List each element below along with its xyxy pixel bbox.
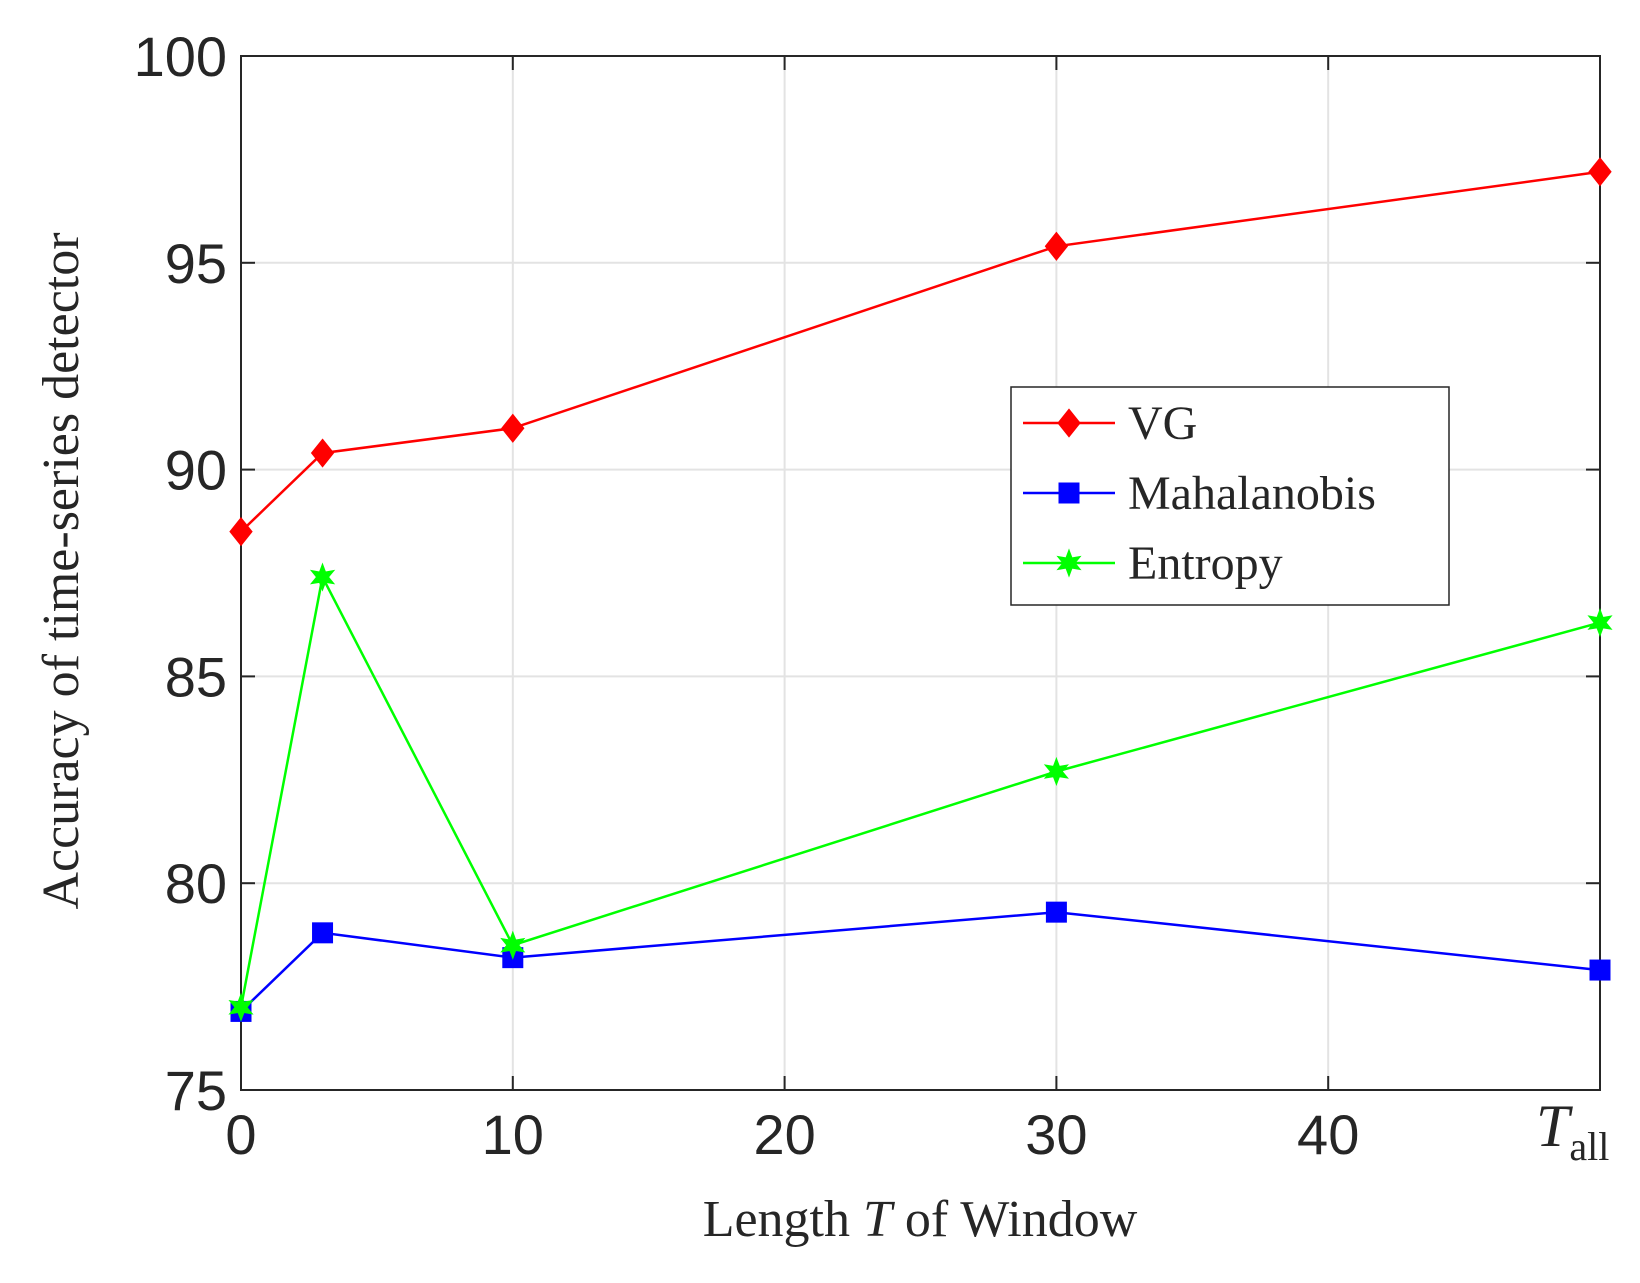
y-tick-label: 90 xyxy=(165,439,227,502)
x-axis-label-part2: of Window xyxy=(892,1191,1138,1248)
data-point-vg xyxy=(310,438,335,468)
x-tick-label: 0 xyxy=(225,1103,256,1166)
data-point-vg xyxy=(1044,231,1069,261)
y-axis-label: Accuracy of time-series detector xyxy=(33,232,90,909)
x-tick-label: 40 xyxy=(1297,1103,1359,1166)
legend-marker-entropy xyxy=(1056,548,1082,578)
x-tick-label: 20 xyxy=(753,1103,815,1166)
x-tick-t-subscript: all xyxy=(1569,1124,1609,1169)
data-point-mahalanobis xyxy=(1045,901,1067,923)
data-point-entropy xyxy=(1587,608,1613,638)
data-point-vg xyxy=(1588,157,1612,187)
series-vg xyxy=(229,157,1612,547)
legend: VG Mahalanobis Entropy xyxy=(1010,386,1450,606)
data-point-entropy xyxy=(1043,756,1069,787)
legend-label-mahalanobis: Mahalanobis xyxy=(1128,467,1376,520)
series-line-entropy xyxy=(239,573,1601,1008)
x-axis-label: Length T of Window xyxy=(703,1191,1138,1248)
y-tick-label: 85 xyxy=(165,645,227,708)
legend-label-vg: VG xyxy=(1128,397,1197,450)
x-tick-label: 30 xyxy=(1025,1103,1087,1166)
x-tick-label-t-all: Tall xyxy=(1536,1093,1609,1169)
series-mahalanobis xyxy=(230,901,1611,1022)
series-entropy xyxy=(228,562,1613,1022)
x-axis-label-variable: T xyxy=(863,1191,895,1248)
series-line-mahalanobis xyxy=(240,910,1601,1013)
y-tick-label: 80 xyxy=(165,852,227,915)
series-group xyxy=(228,157,1613,1022)
plot-frame xyxy=(240,55,1601,1091)
axis-ticks: 0 10 20 30 40 75 80 85 90 95 100 xyxy=(134,25,1601,1166)
data-point-mahalanobis xyxy=(1589,959,1611,981)
y-tick-label: 100 xyxy=(134,25,227,88)
data-point-vg xyxy=(229,517,253,547)
y-tick-label: 75 xyxy=(165,1059,227,1122)
x-tick-t-main: T xyxy=(1536,1093,1573,1159)
y-tick-label: 95 xyxy=(165,232,227,295)
data-point-vg xyxy=(501,413,525,443)
legend-marker-mahalanobis xyxy=(1058,482,1080,504)
data-point-entropy xyxy=(309,562,336,592)
data-point-entropy xyxy=(500,930,526,960)
x-tick-label: 10 xyxy=(482,1103,544,1166)
data-point-entropy xyxy=(228,992,254,1022)
data-point-mahalanobis xyxy=(312,922,334,944)
legend-label-entropy: Entropy xyxy=(1128,537,1283,590)
legend-marker-vg xyxy=(1057,408,1081,438)
x-axis-label-part1: Length xyxy=(703,1191,863,1248)
